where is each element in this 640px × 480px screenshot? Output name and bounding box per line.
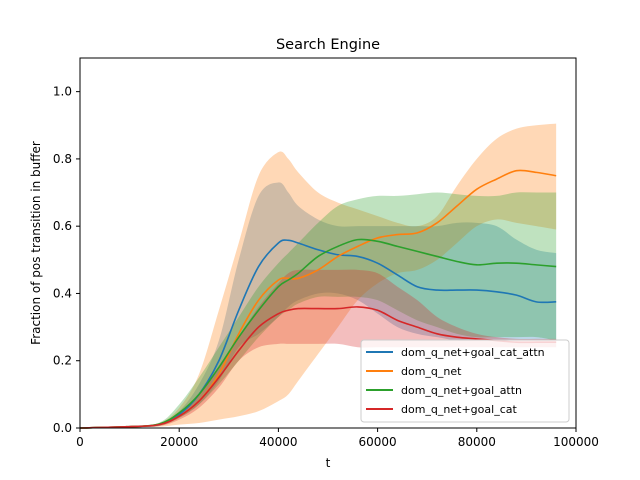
band-3 [80,269,557,428]
legend-box [360,339,570,423]
y-tick-label: 0.6 [53,219,72,233]
legend-label: dom_q_net [401,365,462,378]
series-lines [79,169,557,429]
x-axis-label: t [326,456,331,470]
confidence-bands [80,123,557,428]
x-tick-label: 0 [76,435,84,449]
x-tick-label: 100000 [553,435,599,449]
y-tick-label: 0.4 [53,286,72,300]
legend: dom_q_net+goal_cat_attn dom_q_net dom_q_ne… [360,339,570,423]
band-2 [80,192,557,428]
x-tick-label: 80000 [458,435,496,449]
x-tick-label: 60000 [359,435,397,449]
y-tick-label: 1.0 [53,85,72,99]
x-tick-label: 20000 [160,435,198,449]
chart-title: Search Engine [276,37,380,53]
series-line-3 [79,306,557,429]
legend-label: dom_q_net+goal_cat [401,403,517,416]
band-1 [80,123,557,428]
plot-frame [79,57,577,429]
y-axis-ticks: 0.0 0.2 0.4 0.6 0.8 1.0 [53,85,80,435]
legend-label: dom_q_net+goal_attn [401,384,522,397]
x-tick-label: 40000 [259,435,297,449]
y-tick-label: 0.0 [53,421,72,435]
y-axis-label: Fraction of pos transition in buffer [29,141,43,345]
series-line-2 [79,238,557,429]
legend-label: dom_q_net+goal_cat_attn [401,346,545,359]
band-0 [80,182,557,428]
y-tick-label: 0.8 [53,152,72,166]
y-tick-label: 0.2 [53,354,72,368]
x-axis-ticks: 0 20000 40000 60000 80000 100000 [76,428,599,449]
